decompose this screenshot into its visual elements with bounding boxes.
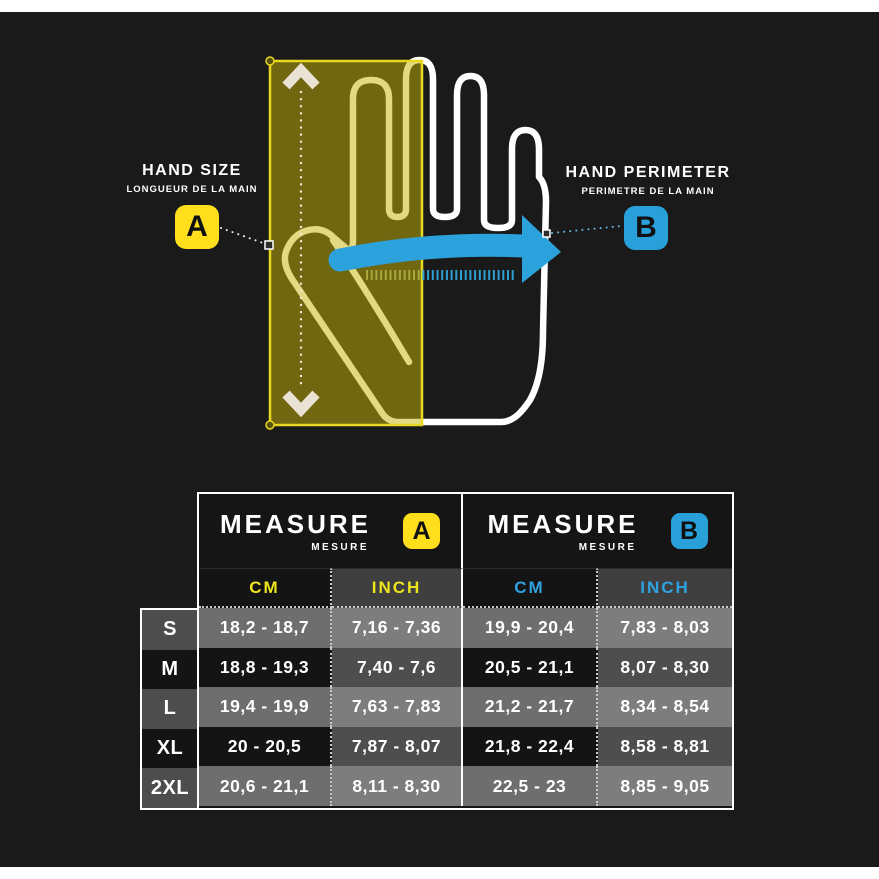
cell-S-b_inch: 7,83 - 8,03 <box>598 608 732 648</box>
cell-XL-b_inch: 8,58 - 8,81 <box>598 726 732 767</box>
hand-perimeter-title: HAND PERIMETER <box>565 164 731 181</box>
measure-b-header: MEASURE MESURE B <box>463 494 732 568</box>
cell-2XL-a_cm: 20,6 - 21,1 <box>199 766 332 806</box>
measure-a-header-badge: A <box>403 513 440 549</box>
cell-L-a_inch: 7,63 - 7,83 <box>332 687 463 727</box>
hand-perimeter-label: HAND PERIMETER PERIMETRE DE LA MAIN <box>548 164 748 197</box>
cell-2XL-a_inch: 8,11 - 8,30 <box>332 766 463 806</box>
col-header-a-inch: INCH <box>332 568 463 608</box>
cell-S-a_inch: 7,16 - 7,36 <box>332 608 463 648</box>
cell-XL-a_cm: 20 - 20,5 <box>199 726 332 767</box>
perimeter-arrow-icon <box>328 215 561 283</box>
size-label-XL: XL <box>142 728 198 769</box>
cell-M-a_cm: 18,8 - 19,3 <box>199 647 332 688</box>
measure-a-header: MEASURE MESURE A <box>199 494 463 568</box>
size-label-2XL: 2XL <box>142 768 198 808</box>
cell-L-b_inch: 8,34 - 8,54 <box>598 687 732 727</box>
col-header-a-cm: CM <box>199 568 332 608</box>
hand-size-label: HAND SIZE LONGUEUR DE LA MAIN <box>92 162 292 195</box>
measure-b-badge: B <box>624 206 668 250</box>
size-label-column: S M L XL 2XL <box>140 608 198 810</box>
hand-size-subtitle: LONGUEUR DE LA MAIN <box>126 184 258 195</box>
measure-b-header-badge: B <box>670 513 708 549</box>
col-header-b-inch: INCH <box>598 568 732 608</box>
measure-a-header-titles: MEASURE MESURE <box>220 509 371 553</box>
overlay-handles <box>264 56 275 430</box>
measure-a-header-subtitle: MESURE <box>311 542 369 553</box>
size-label-M: M <box>142 649 198 690</box>
cell-XL-b_cm: 21,8 - 22,4 <box>463 726 598 767</box>
cell-M-b_cm: 20,5 - 21,1 <box>463 647 598 688</box>
measure-a-badge: A <box>175 205 219 249</box>
cell-L-a_cm: 19,4 - 19,9 <box>199 687 332 727</box>
cell-2XL-b_inch: 8,85 - 9,05 <box>598 766 732 806</box>
cell-M-b_inch: 8,07 - 8,30 <box>598 647 732 688</box>
hand-perimeter-subtitle: PERIMETRE DE LA MAIN <box>581 186 715 197</box>
sizing-guide-canvas: HAND SIZE LONGUEUR DE LA MAIN A HAND PER… <box>0 12 879 867</box>
measure-a-header-title: MEASURE <box>219 509 371 539</box>
cell-S-a_cm: 18,2 - 18,7 <box>199 608 332 648</box>
cell-S-b_cm: 19,9 - 20,4 <box>463 608 598 648</box>
col-header-b-cm: CM <box>463 568 598 608</box>
measure-b-header-subtitle: MESURE <box>578 542 637 553</box>
measure-b-header-title: MEASURE <box>487 509 639 539</box>
measure-b-header-titles: MEASURE MESURE <box>487 509 638 553</box>
connector-b <box>542 225 622 238</box>
hand-diagram <box>220 56 622 430</box>
cell-2XL-b_cm: 22,5 - 23 <box>463 766 598 806</box>
size-label-L: L <box>142 689 198 729</box>
hand-size-title: HAND SIZE <box>142 162 242 179</box>
cell-M-a_inch: 7,40 - 7,6 <box>332 647 463 688</box>
cell-L-b_cm: 21,2 - 21,7 <box>463 687 598 727</box>
cell-XL-a_inch: 7,87 - 8,07 <box>332 726 463 767</box>
vertical-measure-arrow-icon <box>282 62 320 418</box>
ruler-ticks-icon <box>366 270 514 280</box>
size-label-S: S <box>142 610 198 650</box>
connector-a-line <box>220 227 264 244</box>
measure-table: MEASURE MESURE A MEASURE MESURE B CM INC… <box>197 492 734 810</box>
